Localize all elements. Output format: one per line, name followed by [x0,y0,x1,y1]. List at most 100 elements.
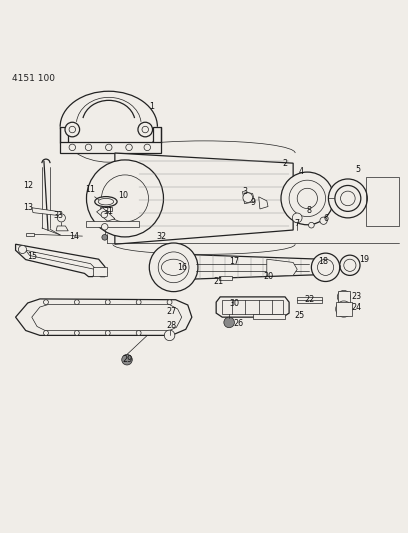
Circle shape [136,330,141,335]
Text: 10: 10 [118,191,128,200]
Text: 20: 20 [264,272,274,281]
Circle shape [44,330,49,335]
Polygon shape [220,276,233,280]
Polygon shape [100,206,112,211]
Circle shape [57,214,65,222]
Circle shape [311,253,340,281]
Circle shape [102,175,149,222]
Text: 3: 3 [242,187,247,196]
Circle shape [18,245,27,254]
Polygon shape [338,291,350,303]
Text: 17: 17 [229,257,239,266]
Text: 29: 29 [122,355,132,364]
Circle shape [74,300,79,304]
Ellipse shape [95,197,117,207]
Polygon shape [216,297,289,317]
Circle shape [65,122,80,137]
Circle shape [337,290,350,303]
Polygon shape [56,226,68,231]
Text: 19: 19 [359,255,369,264]
Text: 15: 15 [27,252,37,261]
Circle shape [136,300,141,304]
Text: 21: 21 [213,277,223,286]
Text: 27: 27 [166,306,177,316]
Polygon shape [115,153,293,244]
Text: 11: 11 [86,185,95,194]
Circle shape [308,222,314,228]
Circle shape [336,301,352,317]
Text: 32: 32 [156,232,166,241]
Polygon shape [259,197,268,209]
Circle shape [320,217,327,224]
Circle shape [224,317,234,328]
Circle shape [105,300,110,304]
Polygon shape [97,208,115,221]
Ellipse shape [162,259,186,276]
Circle shape [86,160,164,237]
Circle shape [328,179,367,218]
Circle shape [341,191,355,206]
Text: 24: 24 [351,303,361,311]
Circle shape [297,188,317,208]
Text: 16: 16 [177,263,187,272]
Circle shape [69,144,75,151]
Circle shape [243,193,253,203]
Circle shape [142,126,149,133]
Polygon shape [32,304,182,330]
Text: 6: 6 [323,214,328,223]
Polygon shape [93,268,107,276]
Text: 28: 28 [166,321,177,330]
Text: 23: 23 [351,293,361,301]
Text: 1: 1 [149,102,154,111]
Circle shape [106,144,112,151]
Polygon shape [26,251,97,270]
Circle shape [167,300,172,304]
Polygon shape [182,254,322,279]
Circle shape [344,259,356,271]
Polygon shape [32,208,61,216]
Circle shape [102,223,108,230]
Text: 8: 8 [307,206,312,215]
Circle shape [102,235,108,240]
Circle shape [164,330,175,341]
Circle shape [44,300,49,304]
Polygon shape [336,302,352,316]
Text: 9: 9 [250,198,255,207]
Circle shape [101,212,108,218]
Circle shape [85,144,92,151]
Text: 31: 31 [104,207,114,216]
Text: 30: 30 [229,300,239,308]
Polygon shape [153,127,162,143]
Circle shape [167,330,172,335]
Text: 22: 22 [304,295,315,304]
Text: 7: 7 [295,219,300,228]
Circle shape [281,172,334,225]
Text: 4151 100: 4151 100 [11,74,55,83]
Text: 5: 5 [355,165,361,174]
Polygon shape [267,259,297,276]
Circle shape [158,252,189,282]
Text: 12: 12 [23,181,33,190]
Circle shape [69,126,75,133]
Polygon shape [26,233,34,236]
Polygon shape [253,314,285,319]
Text: 2: 2 [282,159,288,168]
Polygon shape [60,127,68,143]
Polygon shape [222,300,283,314]
Circle shape [340,255,360,276]
Text: 33: 33 [53,212,63,220]
Polygon shape [60,142,162,153]
Circle shape [317,259,334,276]
Circle shape [105,330,110,335]
Text: 26: 26 [233,319,244,328]
Ellipse shape [98,198,114,205]
Text: 25: 25 [294,311,304,320]
Circle shape [74,330,79,335]
Polygon shape [16,299,192,335]
Text: 4: 4 [299,167,304,176]
Circle shape [335,185,361,212]
Circle shape [126,144,132,151]
Text: 13: 13 [23,203,33,212]
Polygon shape [16,244,107,277]
Text: 14: 14 [69,232,79,240]
